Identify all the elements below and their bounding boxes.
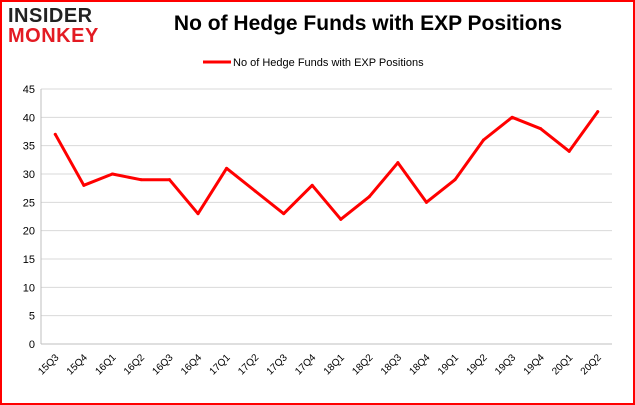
- y-tick-label: 40: [23, 112, 35, 124]
- y-tick-label: 25: [23, 197, 35, 209]
- x-tick-label: 16Q3: [151, 352, 176, 377]
- data-point: [510, 115, 514, 119]
- x-tick-label: 17Q1: [208, 352, 233, 377]
- x-tick-label: 19Q3: [493, 352, 518, 377]
- x-tick-label: 15Q3: [36, 352, 61, 377]
- x-tick-label: 16Q4: [179, 352, 204, 377]
- insider-monkey-logo: INSIDER MONKEY: [8, 6, 118, 52]
- x-tick-label: 17Q3: [265, 352, 290, 377]
- x-tick-labels: 15Q3 15Q4 16Q1 16Q2 16Q3 16Q4 17Q1 17Q2 17Q3 17Q4…: [36, 352, 604, 377]
- x-tick-label: 19Q4: [522, 352, 547, 377]
- data-point: [424, 200, 428, 204]
- logo-line-2: MONKEY: [8, 25, 99, 47]
- series-line: [53, 110, 600, 221]
- series-lines: [53, 110, 600, 221]
- x-tick-label: 19Q1: [436, 352, 461, 377]
- y-tick-label: 35: [23, 141, 35, 153]
- x-tick-label: 18Q2: [350, 352, 375, 377]
- y-tick-label: 5: [29, 311, 35, 323]
- x-tick-label: 20Q1: [550, 352, 575, 377]
- x-tick-label: 16Q1: [93, 352, 118, 377]
- data-point: [167, 178, 171, 182]
- data-point: [396, 161, 400, 165]
- x-tick-label: 19Q2: [465, 352, 490, 377]
- x-tick-label: 17Q2: [236, 352, 261, 377]
- data-point: [310, 183, 314, 187]
- x-tick-label: 18Q4: [407, 352, 432, 377]
- data-point: [539, 127, 543, 131]
- data-point: [225, 166, 229, 170]
- x-tick-label: 15Q4: [65, 352, 90, 377]
- grid-lines: [41, 88, 612, 345]
- y-tick-label: 15: [23, 254, 35, 266]
- x-tick-label: 18Q1: [322, 352, 347, 377]
- data-point: [482, 138, 486, 142]
- data-point: [253, 189, 257, 193]
- x-tick-label: 18Q3: [379, 352, 404, 377]
- data-point: [82, 183, 86, 187]
- y-tick-label: 10: [23, 282, 35, 294]
- data-point: [596, 110, 600, 114]
- data-point: [339, 217, 343, 221]
- y-tick-label: 30: [23, 169, 35, 181]
- chart-title: No of Hedge Funds with EXP Positions: [173, 12, 563, 35]
- data-point: [453, 178, 457, 182]
- x-tick-label: 20Q2: [579, 352, 604, 377]
- y-tick-label: 45: [23, 84, 35, 96]
- data-point: [196, 212, 200, 216]
- y-tick-labels: 0 5 10 15 20 25 30 35 40 45: [23, 84, 35, 351]
- data-point: [567, 149, 571, 153]
- logo-line-1: INSIDER: [8, 5, 93, 27]
- x-tick-label: 16Q2: [122, 352, 147, 377]
- data-point: [110, 172, 114, 176]
- y-tick-label: 20: [23, 226, 35, 238]
- data-point: [367, 195, 371, 199]
- data-point: [282, 212, 286, 216]
- y-tick-label: 0: [29, 339, 35, 351]
- data-point: [139, 178, 143, 182]
- legend: No of Hedge Funds with EXP Positions: [203, 57, 424, 69]
- data-point: [53, 132, 57, 136]
- x-tick-label: 17Q4: [293, 352, 318, 377]
- axes: [40, 89, 612, 345]
- legend-label: No of Hedge Funds with EXP Positions: [233, 57, 424, 69]
